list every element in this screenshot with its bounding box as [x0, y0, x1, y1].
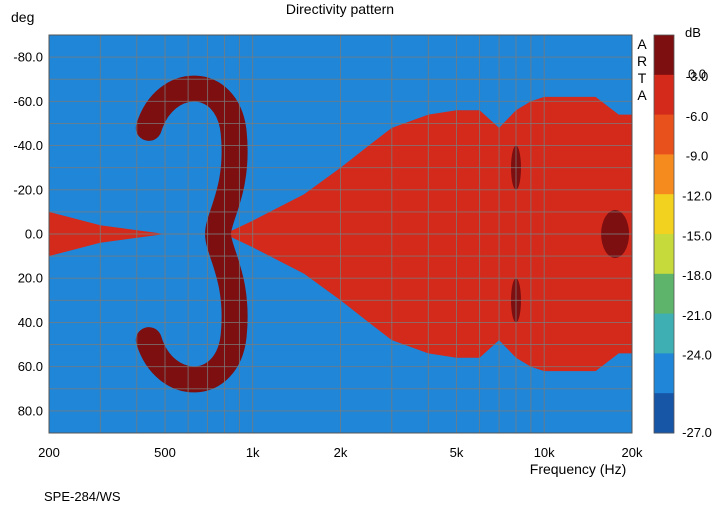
y-tick-label: 20.0 — [18, 271, 43, 286]
colorbar-swatch — [654, 74, 674, 116]
colorbar-swatch — [654, 393, 674, 434]
colorbar-label: -21.0 — [682, 308, 712, 323]
y-tick-label: 40.0 — [18, 315, 43, 330]
watermark-letter: A — [637, 87, 647, 103]
footer-label: SPE-284/WS — [44, 489, 121, 504]
colorbar-swatch — [654, 313, 674, 354]
colorbar-label: -24.0 — [682, 348, 712, 363]
x-axis-ticks: 200 500 1k 2k 5k 10k 20k — [38, 445, 643, 460]
colorbar-label: -3.0 — [686, 69, 708, 84]
x-tick-label: 2k — [334, 445, 348, 460]
colorbar-label: 0.0 — [688, 67, 706, 82]
plot-frame — [48, 34, 633, 434]
x-axis-label: Frequency (Hz) — [530, 461, 626, 477]
colorbar-swatch — [654, 154, 674, 195]
watermark-letter: T — [638, 70, 647, 86]
colorbar-label: -18.0 — [682, 268, 712, 283]
colorbar-swatch — [654, 194, 674, 235]
y-tick-label: -80.0 — [13, 50, 43, 65]
x-tick-label: 5k — [450, 445, 464, 460]
y-tick-label: 80.0 — [18, 403, 43, 418]
colorbar-label: -9.0 — [686, 149, 708, 164]
colorbar-swatch — [654, 234, 674, 275]
colorbar-swatch — [654, 353, 674, 394]
watermark-letter: R — [637, 53, 647, 69]
watermark-letter: A — [637, 36, 647, 52]
x-tick-label: 500 — [154, 445, 176, 460]
y-tick-label: 60.0 — [18, 359, 43, 374]
grid-lines — [48, 35, 633, 433]
heat-band-5 — [49, 35, 632, 433]
x-tick-label: 10k — [534, 445, 555, 460]
colorbar: dB 0.0-3.0 -6.0 -9.0 -12.0 -15.0 -18.0 -21.0 -24… — [653, 25, 712, 440]
x-tick-label: 1k — [246, 445, 260, 460]
colorbar-frame — [653, 34, 675, 434]
y-tick-label: 0.0 — [25, 227, 43, 242]
y-tick-label: -40.0 — [13, 138, 43, 153]
colorbar-label: -15.0 — [682, 228, 712, 243]
colorbar-swatch — [654, 273, 674, 315]
colorbar-label: -12.0 — [682, 189, 712, 204]
colorbar-swatch — [654, 35, 674, 76]
chart-title: Directivity pattern — [286, 1, 394, 17]
x-tick-label: 200 — [38, 445, 60, 460]
y-tick-label: -20.0 — [13, 182, 43, 197]
colorbar-unit: dB — [685, 25, 701, 40]
colorbar-label: -6.0 — [686, 109, 708, 124]
y-tick-label: -60.0 — [13, 94, 43, 109]
colorbar-swatch — [654, 114, 674, 155]
x-tick-label: 20k — [622, 445, 643, 460]
y-axis-label: deg — [11, 9, 34, 25]
y-axis-ticks: -80.0 -60.0 -40.0 -20.0 0.0 20.0 40.0 60.0 80.0 — [13, 50, 43, 419]
colorbar-label: -27.0 — [682, 425, 712, 440]
